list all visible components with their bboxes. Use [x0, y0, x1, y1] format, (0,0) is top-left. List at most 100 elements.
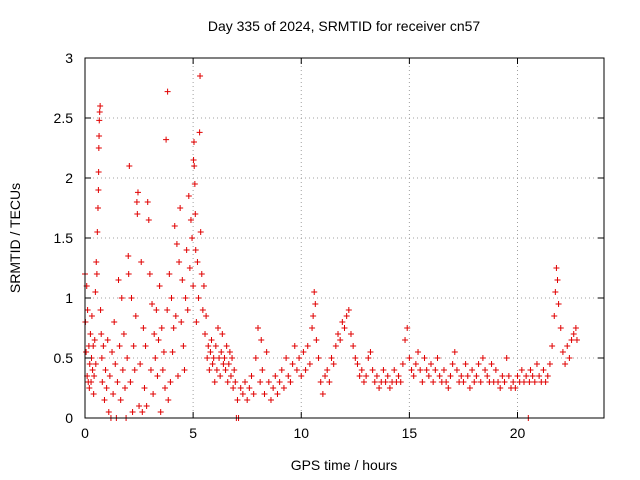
data-point [92, 289, 99, 295]
data-point [223, 343, 230, 349]
data-point [134, 211, 141, 217]
data-point [415, 349, 422, 355]
data-point [523, 373, 530, 379]
data-point [194, 259, 201, 265]
data-point [402, 337, 409, 343]
data-point [406, 355, 413, 361]
data-point [144, 199, 151, 205]
data-point [89, 367, 96, 373]
data-point [449, 361, 456, 367]
data-point [93, 259, 100, 265]
data-point [147, 367, 154, 373]
data-point [197, 73, 204, 79]
data-point [141, 385, 148, 391]
data-point [112, 361, 119, 367]
data-point [178, 319, 185, 325]
data-point [408, 367, 415, 373]
data-point [257, 379, 264, 385]
x-axis-label: GPS time / hours [291, 457, 398, 473]
data-point [306, 361, 313, 367]
data-point [471, 379, 478, 385]
data-point [237, 385, 244, 391]
data-point [376, 385, 383, 391]
data-point [101, 397, 108, 403]
data-point [302, 367, 309, 373]
data-point [119, 367, 126, 373]
data-point [428, 361, 434, 367]
data-point [572, 325, 579, 331]
data-point [96, 109, 103, 115]
data-point [229, 355, 236, 361]
y-axis-label: SRMTID / TECUs [7, 183, 23, 293]
data-point [96, 117, 103, 124]
data-point [410, 373, 417, 379]
data-point [272, 373, 279, 379]
data-point [464, 373, 471, 379]
data-point [300, 349, 307, 355]
data-point [384, 373, 391, 379]
data-point [98, 355, 105, 361]
data-point [352, 355, 359, 361]
data-point [551, 313, 558, 319]
data-point [488, 361, 495, 367]
data-point [234, 397, 241, 403]
data-point [285, 373, 292, 379]
data-point [293, 367, 300, 373]
data-point [193, 319, 200, 325]
data-point [224, 379, 231, 385]
data-point [192, 211, 199, 217]
data-point [227, 373, 234, 379]
data-point [365, 355, 372, 361]
data-point [482, 367, 489, 373]
data-point [212, 343, 219, 349]
data-point [451, 349, 458, 355]
data-point [105, 409, 112, 415]
data-point [466, 385, 473, 391]
data-point [554, 277, 561, 283]
data-point [425, 373, 432, 379]
data-point [339, 319, 346, 325]
data-point [118, 295, 125, 301]
data-point [432, 367, 439, 373]
data-point [527, 367, 534, 373]
data-point [95, 145, 102, 151]
data-point [152, 355, 159, 361]
data-point [526, 379, 533, 385]
data-point [248, 373, 255, 379]
y-tick-label: 0 [65, 410, 73, 426]
data-point [174, 373, 181, 379]
data-point [255, 325, 261, 331]
data-point [520, 379, 527, 385]
data-point [190, 139, 197, 145]
data-point [317, 379, 324, 385]
data-point [283, 355, 290, 361]
data-point [146, 271, 153, 277]
data-point [179, 277, 186, 283]
data-point [322, 373, 329, 379]
data-point [191, 163, 198, 169]
data-point [199, 307, 206, 313]
data-point [129, 409, 136, 415]
data-point [412, 361, 419, 367]
data-point [122, 385, 129, 391]
data-point [311, 289, 318, 295]
data-point [309, 325, 316, 331]
data-point [207, 349, 214, 355]
data-point [475, 361, 482, 367]
data-point [92, 361, 99, 367]
data-point [341, 325, 348, 331]
data-point [134, 189, 141, 196]
data-point [177, 205, 184, 211]
data-point [203, 313, 210, 319]
data-point [162, 385, 169, 391]
data-point [214, 325, 221, 331]
data-point [536, 373, 543, 379]
data-point [115, 277, 122, 283]
data-point [186, 265, 193, 271]
data-point [104, 337, 111, 343]
data-point [173, 241, 180, 247]
data-point [94, 229, 101, 235]
data-point [187, 217, 194, 223]
data-point [430, 379, 437, 385]
data-point [95, 187, 102, 193]
